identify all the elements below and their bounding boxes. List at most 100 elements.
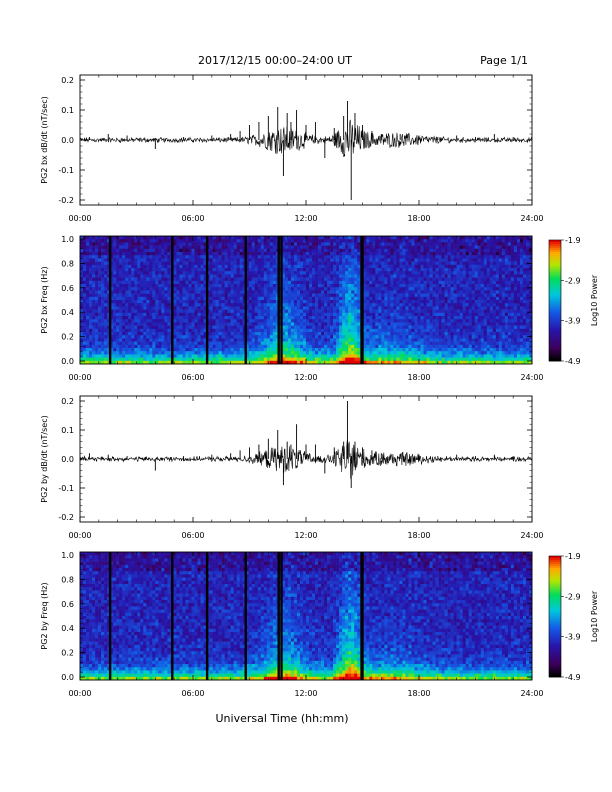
spectrogram-cell xyxy=(80,303,84,307)
spectrogram-cell xyxy=(441,261,445,266)
spectrogram-cell xyxy=(284,300,289,304)
spectrogram-cell xyxy=(336,357,340,362)
spectrogram-cell xyxy=(423,239,427,243)
spectrogram-cell xyxy=(173,300,177,304)
spectrogram-cell xyxy=(318,274,322,278)
spectrogram-cell xyxy=(86,357,90,362)
spectrogram-cell xyxy=(194,341,198,346)
spectrogram-cell xyxy=(149,293,153,298)
spectrogram-cell xyxy=(405,284,409,288)
spectrogram-cell xyxy=(296,252,301,256)
spectrogram-cell xyxy=(417,325,421,330)
spectrogram-cell xyxy=(272,338,277,342)
spectrogram-cell xyxy=(417,335,421,339)
spectrogram-cell xyxy=(378,357,382,362)
spectrogram-cell xyxy=(423,348,427,352)
spectrogram-cell xyxy=(312,271,316,275)
spectrogram-cell xyxy=(387,338,391,342)
spectrogram-cell xyxy=(387,303,391,307)
spectrogram-cell xyxy=(215,348,219,352)
spectrogram-cell xyxy=(245,360,250,365)
spectrogram-cell xyxy=(257,261,262,266)
spectrogram-cell xyxy=(381,300,385,304)
spectrogram-cell xyxy=(284,316,289,320)
spectrogram-cell xyxy=(281,354,286,358)
spectrogram-cell xyxy=(438,360,442,365)
spectrogram-cell xyxy=(411,325,415,330)
spectrogram-cell xyxy=(351,252,355,256)
spectrogram-cell xyxy=(98,344,102,349)
spectrogram-cell xyxy=(339,258,343,262)
spectrogram-cell xyxy=(309,258,313,262)
spectrogram-cell xyxy=(98,287,102,291)
spectrogram-cell xyxy=(357,351,361,355)
spectrogram-cell xyxy=(384,351,388,355)
spectrogram-cell xyxy=(369,325,373,330)
spectrogram-cell xyxy=(381,277,385,282)
spectrogram-cell xyxy=(327,274,331,278)
spectrogram-cell xyxy=(293,258,298,262)
spectrogram-cell xyxy=(236,274,240,278)
spectrogram-cell xyxy=(263,293,268,298)
spectrogram-cell xyxy=(324,245,328,250)
spectrogram-cell xyxy=(342,312,346,317)
spectrogram-cell xyxy=(224,293,228,298)
spectrogram-cell xyxy=(233,284,237,288)
spectrogram-cell xyxy=(378,360,382,365)
spectrogram-cell xyxy=(194,348,198,352)
spectrogram-cell xyxy=(381,252,385,256)
spectrogram-cell xyxy=(423,309,427,314)
spectrogram-cell xyxy=(284,306,289,310)
spectrogram-cell xyxy=(194,300,198,304)
spectrogram-cell xyxy=(354,245,358,250)
spectrogram-cell xyxy=(324,287,328,291)
spectrogram-cell xyxy=(354,325,358,330)
spectrogram-cell xyxy=(441,300,445,304)
spectrogram-cell xyxy=(137,271,141,275)
spectrogram-cell xyxy=(116,328,120,333)
spectrogram-cell xyxy=(414,335,418,339)
spectrogram-cell xyxy=(354,351,358,355)
spectrogram-cell xyxy=(92,277,96,282)
spectrogram-cell xyxy=(393,290,397,294)
spectrogram-cell xyxy=(429,341,433,346)
spectrogram-cell xyxy=(339,348,343,352)
spectrogram-cell xyxy=(212,357,216,362)
spectrogram-cell xyxy=(143,357,147,362)
spectrogram-cell xyxy=(230,274,234,278)
spectrogram-cell xyxy=(351,255,355,259)
spectrogram-cell xyxy=(224,335,228,339)
spectrogram-cell xyxy=(137,328,141,333)
spectrogram-cell xyxy=(137,338,141,342)
spectrogram-cell xyxy=(101,360,105,365)
spectrogram-cell xyxy=(324,300,328,304)
spectrogram-cell xyxy=(312,300,316,304)
spectrogram-cell xyxy=(149,268,153,272)
spectrogram-cell xyxy=(113,309,117,314)
spectrogram-cell xyxy=(167,322,171,326)
spectrogram-cell xyxy=(122,328,126,333)
spectrogram-cell xyxy=(390,348,394,352)
spectrogram-cell xyxy=(375,287,379,291)
spectrogram-cell xyxy=(302,322,307,326)
spectrogram-cell xyxy=(125,306,129,310)
spectrogram-cell xyxy=(248,300,253,304)
spectrogram-cell xyxy=(306,344,310,349)
spectrogram-cell xyxy=(209,274,213,278)
spectrogram-cell xyxy=(179,306,183,310)
spectrogram-cell xyxy=(263,271,268,275)
spectrogram-cell xyxy=(369,284,373,288)
spectrogram-cell xyxy=(125,245,129,250)
spectrogram-cell xyxy=(441,322,445,326)
spectrogram-cell xyxy=(414,293,418,298)
spectrogram-cell xyxy=(384,341,388,346)
spectrogram-cell xyxy=(179,335,183,339)
spectrogram-cell xyxy=(399,312,403,317)
spectrogram-cell xyxy=(336,332,340,336)
spectrogram-cell xyxy=(435,293,439,298)
spectrogram-cell xyxy=(290,316,295,320)
spectrogram-cell xyxy=(230,344,234,349)
spectrogram-cell xyxy=(164,261,168,266)
spectrogram-cell xyxy=(324,293,328,298)
spectrogram-cell xyxy=(98,351,102,355)
